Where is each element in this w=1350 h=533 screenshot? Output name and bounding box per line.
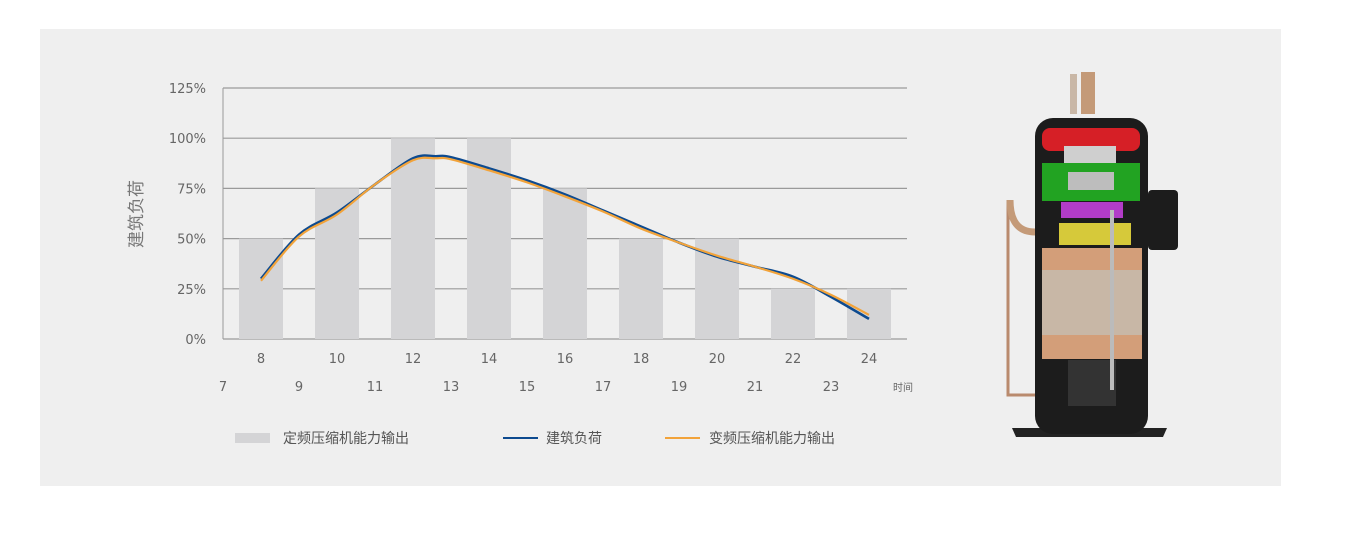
- bar: [391, 138, 435, 339]
- series-line-variable: [260, 156, 870, 316]
- bar: [619, 238, 663, 339]
- x-tick-label-upper: 20: [709, 352, 726, 367]
- x-tick-label-upper: 8: [257, 352, 265, 367]
- y-axis-label: 建筑负荷: [127, 180, 147, 248]
- y-tick-label: 125%: [169, 82, 206, 97]
- legend-label-variable: 变频压缩机能力输出: [709, 431, 835, 447]
- x-tick-label-upper: 24: [861, 352, 878, 367]
- x-tick-label-upper: 16: [557, 352, 574, 367]
- bar: [695, 238, 739, 339]
- x-tick-label-lower: 21: [747, 380, 764, 395]
- legend-label-load: 建筑负荷: [546, 431, 602, 447]
- x-tick-label-lower: 23: [823, 380, 840, 395]
- y-tick-label: 0%: [185, 333, 206, 348]
- x-tick-label-upper: 12: [405, 352, 422, 367]
- compressor-illustration: [1006, 72, 1178, 437]
- legend-swatch-fixed: [235, 433, 270, 443]
- x-tick-label-lower: 7: [219, 380, 227, 395]
- y-tick-label: 50%: [177, 233, 206, 248]
- x-tick-label-upper: 14: [481, 352, 498, 367]
- x-tick-label-upper: 22: [785, 352, 802, 367]
- x-axis-label: 时间: [893, 381, 913, 394]
- x-tick-label-lower: 15: [519, 380, 536, 395]
- x-tick-label-upper: 10: [329, 352, 346, 367]
- x-tick-label-lower: 19: [671, 380, 688, 395]
- x-tick-label-upper: 18: [633, 352, 650, 367]
- y-tick-label: 75%: [177, 182, 206, 197]
- bar: [771, 288, 815, 339]
- bar: [543, 188, 587, 339]
- x-tick-label-lower: 9: [295, 380, 303, 395]
- x-tick-label-lower: 17: [595, 380, 612, 395]
- x-tick-label-lower: 11: [367, 380, 384, 395]
- legend-label-fixed: 定频压缩机能力输出: [283, 431, 409, 447]
- x-tick-label-lower: 13: [443, 380, 460, 395]
- y-tick-label: 25%: [177, 283, 206, 298]
- bar: [239, 238, 283, 339]
- y-tick-label: 100%: [169, 132, 206, 147]
